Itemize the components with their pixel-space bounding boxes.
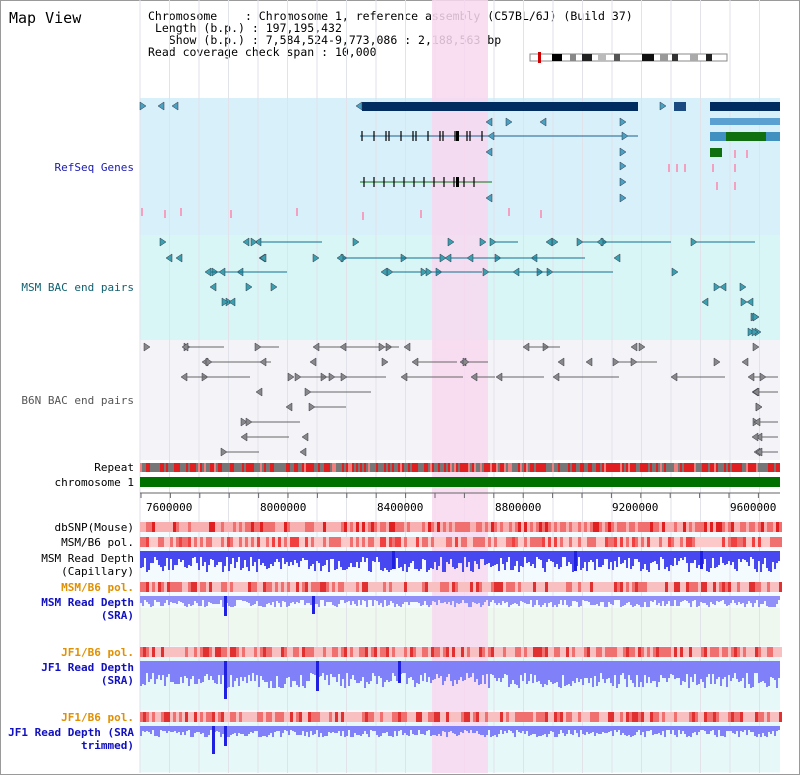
- msm-bac-marks[interactable]: [159, 237, 762, 337]
- highlight-region: [432, 0, 488, 773]
- ruler-tick-label-3: 8800000: [495, 501, 541, 514]
- msm-pol-label-1: MSM/B6 pol.: [61, 536, 134, 549]
- dbsnp-label: dbSNP(Mouse): [54, 521, 134, 534]
- jf1-pol-label-1: JF1/B6 pol.: [61, 646, 134, 659]
- b6n-bac-label: B6N BAC end pairs: [21, 394, 134, 407]
- ruler-tick-label-1: 8000000: [260, 501, 306, 514]
- refseq-marks[interactable]: [139, 101, 748, 220]
- ruler-tick-label-0: 7600000: [146, 501, 192, 514]
- msm-depth-sra-label: MSM Read Depth (SRA): [41, 596, 134, 622]
- coverage-key: Read coverage check span: [148, 45, 315, 59]
- chromosome-bar[interactable]: [140, 477, 780, 487]
- refseq-label: RefSeq Genes: [54, 161, 134, 174]
- read-depth-plots[interactable]: [140, 551, 780, 754]
- b6n-bac-marks[interactable]: [143, 342, 778, 457]
- msm-pol-label-2: MSM/B6 pol.: [61, 581, 134, 594]
- polymorphism-heat-strips[interactable]: [140, 522, 782, 722]
- chromosome-key: Chromosome: [148, 9, 218, 23]
- length-key: Length (b.p.): [154, 21, 245, 35]
- msm-depth-capillary-label: MSM Read Depth (Capillary): [41, 552, 134, 578]
- jf1-depth-sra-label: JF1 Read Depth (SRA): [41, 661, 134, 687]
- show-key: Show (b.p.): [168, 33, 245, 47]
- jf1-pol-label-2: JF1/B6 pol.: [61, 711, 134, 724]
- ruler-tick-label-2: 8400000: [377, 501, 423, 514]
- ruler-tick-label-5: 9600000: [730, 501, 776, 514]
- ruler-ticks: [140, 493, 759, 498]
- chromosome-ideogram[interactable]: [529, 52, 728, 63]
- coverage-value: 10,000: [334, 45, 377, 59]
- repeat-bar[interactable]: [140, 463, 780, 472]
- length-value: 197,195,432: [265, 21, 342, 35]
- page-title: Map View: [9, 9, 82, 27]
- refseq-genes[interactable]: [360, 102, 780, 183]
- jf1-depth-trimmed-label: JF1 Read Depth (SRA trimmed): [8, 726, 134, 752]
- chromosome-label: chromosome 1: [54, 476, 134, 489]
- position-ruler: 7600000 8000000 8400000 8800000 9200000 …: [140, 492, 780, 514]
- repeat-label: Repeat: [94, 461, 134, 474]
- msm-bac-label: MSM BAC end pairs: [21, 281, 134, 294]
- ruler-tick-label-4: 9200000: [612, 501, 658, 514]
